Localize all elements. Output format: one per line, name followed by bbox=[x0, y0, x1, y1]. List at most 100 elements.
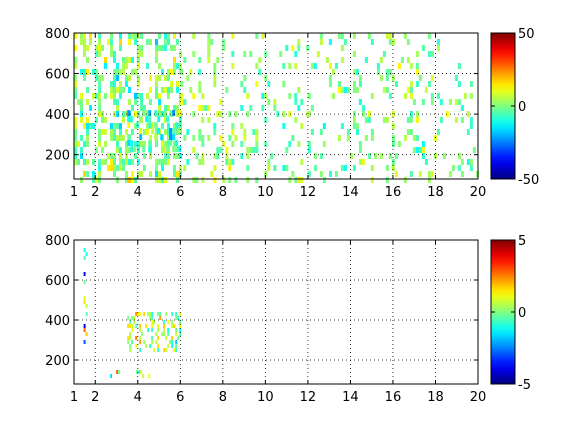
heatmap-cell bbox=[469, 123, 473, 129]
heatmap-cell bbox=[358, 81, 362, 87]
heatmap-cell bbox=[95, 75, 98, 81]
heatmap-cell bbox=[382, 51, 386, 57]
heatmap-cell bbox=[436, 93, 440, 99]
heatmap-cell bbox=[173, 171, 176, 177]
heatmap-cell bbox=[370, 177, 374, 183]
heatmap-cell bbox=[130, 146, 134, 153]
heatmap-cell bbox=[167, 153, 170, 159]
heatmap-cell bbox=[418, 171, 422, 177]
heatmap-cell bbox=[415, 81, 419, 87]
heatmap-cell bbox=[98, 165, 101, 171]
heatmap-cell bbox=[110, 123, 113, 129]
heatmap-cell bbox=[167, 320, 170, 324]
heatmap-cell bbox=[176, 153, 179, 159]
heatmap-cell bbox=[460, 117, 464, 123]
heatmap-cell bbox=[95, 117, 98, 123]
heatmap-cell bbox=[246, 165, 250, 171]
heatmap-cell bbox=[219, 99, 223, 105]
x-tick-label: 12 bbox=[300, 185, 317, 200]
heatmap-cell bbox=[388, 69, 392, 75]
heatmap-cell bbox=[147, 328, 150, 332]
colorbar: -5 0 5 bbox=[490, 234, 531, 393]
heatmap-cell bbox=[415, 111, 419, 117]
heatmap-cell bbox=[358, 159, 362, 165]
heatmap-cell bbox=[337, 33, 341, 39]
heatmap-cell bbox=[173, 165, 176, 171]
heatmap-cell bbox=[167, 93, 170, 99]
heatmap-cell bbox=[164, 153, 167, 159]
heatmap-cell bbox=[116, 370, 119, 374]
heatmap-cell bbox=[243, 87, 247, 93]
heatmap-cell bbox=[436, 39, 440, 45]
heatmap-cell bbox=[313, 153, 317, 159]
heatmap-cell bbox=[264, 141, 268, 147]
heatmap-cell bbox=[83, 69, 86, 75]
heatmap-cell bbox=[151, 336, 154, 340]
heatmap-cell bbox=[409, 117, 413, 123]
heatmap-cell bbox=[142, 110, 146, 117]
heatmap-cell bbox=[228, 111, 232, 117]
heatmap-cell bbox=[183, 57, 187, 63]
heatmap-cell bbox=[167, 75, 170, 81]
heatmap-cell bbox=[137, 63, 140, 69]
heatmap-cell bbox=[139, 340, 142, 344]
heatmap-cell bbox=[169, 340, 172, 344]
heatmap-cell bbox=[385, 75, 389, 81]
heatmap-cell bbox=[140, 370, 143, 374]
colorbar: -50 0 50 bbox=[490, 27, 539, 188]
heatmap-cell bbox=[74, 57, 77, 63]
heatmap-cell bbox=[334, 63, 338, 69]
heatmap-cell bbox=[163, 348, 166, 352]
heatmap-cell bbox=[442, 153, 446, 159]
heatmap-cell bbox=[177, 316, 180, 320]
heatmap-cell bbox=[143, 340, 146, 344]
heatmap-cell bbox=[129, 348, 132, 352]
heatmap-cell bbox=[240, 153, 244, 159]
heatmap-cell bbox=[291, 135, 295, 141]
heatmap-cell bbox=[74, 33, 77, 39]
heatmap-cell bbox=[192, 177, 196, 183]
heatmap-cell bbox=[207, 117, 211, 123]
heatmap-cell bbox=[148, 146, 152, 153]
heatmap-cell bbox=[192, 147, 196, 153]
heatmap-cell bbox=[80, 93, 83, 99]
heatmap-cell bbox=[167, 332, 170, 336]
heatmap-cell bbox=[201, 117, 205, 123]
heatmap-cell bbox=[98, 51, 101, 57]
heatmap-cell bbox=[219, 135, 223, 141]
heatmap-cell bbox=[391, 111, 395, 117]
heatmap-cell bbox=[151, 324, 154, 328]
heatmap-cell bbox=[175, 344, 178, 348]
heatmap-cell bbox=[131, 33, 134, 39]
heatmap-cell bbox=[128, 87, 131, 93]
heatmap-cell bbox=[107, 165, 110, 171]
heatmap-cell bbox=[161, 123, 164, 129]
heatmap-cell bbox=[127, 340, 130, 344]
heatmap-cell bbox=[151, 128, 155, 135]
heatmap-cell bbox=[155, 340, 158, 344]
heatmap-cell bbox=[74, 45, 77, 51]
heatmap-cell bbox=[427, 171, 431, 177]
heatmap-cell bbox=[307, 93, 311, 99]
x-tick-label: 6 bbox=[176, 390, 184, 405]
heatmap-cell bbox=[252, 147, 256, 153]
heatmap-cell bbox=[83, 141, 86, 147]
heatmap-cell bbox=[207, 39, 211, 45]
heatmap-cell bbox=[273, 105, 277, 111]
heatmap-cell bbox=[385, 87, 389, 93]
heatmap-cell bbox=[349, 153, 353, 159]
heatmap-cell bbox=[164, 111, 167, 117]
heatmap-cell bbox=[310, 105, 314, 111]
heatmap-cell bbox=[385, 117, 389, 123]
heatmap-cell bbox=[306, 45, 310, 51]
heatmap-cell bbox=[331, 69, 335, 75]
heatmap-cell bbox=[179, 165, 182, 171]
heatmap-cell bbox=[282, 63, 286, 69]
heatmap-cell bbox=[127, 140, 131, 147]
heatmap-cell bbox=[175, 332, 178, 336]
heatmap-cell bbox=[83, 248, 86, 252]
heatmap-cell bbox=[161, 165, 164, 171]
heatmap-cell bbox=[228, 177, 232, 183]
heatmap-cell bbox=[179, 117, 182, 123]
heatmap-cell bbox=[243, 51, 247, 57]
